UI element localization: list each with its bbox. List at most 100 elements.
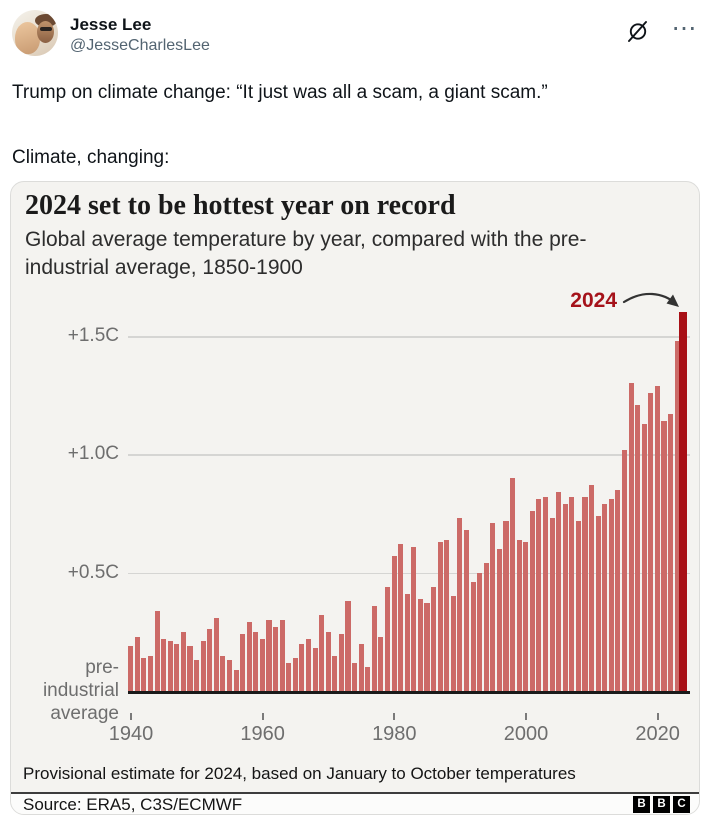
bar [174, 643, 180, 691]
chart-card[interactable]: 2024 set to be hottest year on record Gl… [10, 181, 700, 815]
x-axis-tick [656, 713, 659, 720]
bar [319, 615, 325, 691]
bar [437, 541, 443, 691]
bar [608, 499, 614, 691]
x-axis-label: 1940 [108, 723, 154, 745]
bar [595, 515, 601, 691]
bar [233, 669, 239, 691]
bar [621, 449, 628, 691]
x-axis-label: 2000 [503, 723, 549, 745]
plot-area [128, 182, 690, 691]
bar [167, 641, 173, 691]
bar [259, 638, 265, 691]
chart-title: 2024 set to be hottest year on record [25, 190, 456, 221]
avatar[interactable] [12, 10, 58, 56]
bar [305, 638, 312, 691]
bar [404, 594, 410, 691]
bar [496, 549, 502, 691]
x-axis-tick [261, 713, 264, 720]
bar [220, 655, 226, 691]
sunglasses [40, 27, 52, 31]
bar [338, 634, 344, 691]
bar [641, 423, 647, 691]
bar [661, 421, 667, 691]
bar [424, 603, 430, 691]
x-axis-tick [393, 713, 396, 720]
bar [470, 582, 476, 691]
author-handle[interactable]: @JesseCharlesLee [70, 37, 210, 54]
bar [352, 662, 358, 691]
bbc-logo-letter: B [633, 796, 650, 813]
bar [523, 541, 529, 691]
bar [463, 530, 470, 691]
bar [273, 627, 279, 691]
bar [575, 520, 581, 691]
baseline [128, 691, 690, 694]
bar [589, 485, 595, 691]
x-axis-label: 1960 [240, 723, 285, 745]
bar [477, 572, 483, 691]
bar [569, 497, 575, 691]
bar [128, 646, 134, 691]
avatar-face-2 [37, 21, 54, 43]
source-row: Source: ERA5, C3S/ECMWF B B C [11, 794, 699, 814]
bar [510, 478, 516, 691]
bar [253, 631, 259, 691]
tweet-text-line2: Climate, changing: [12, 147, 170, 168]
bar [398, 544, 404, 691]
bar [556, 492, 562, 691]
bar [332, 655, 338, 691]
bar [187, 646, 193, 691]
author-name[interactable]: Jesse Lee [70, 15, 152, 34]
bar [549, 518, 555, 691]
bar [240, 634, 246, 691]
bar [266, 620, 272, 691]
bar [371, 605, 377, 691]
bar [312, 648, 318, 691]
bar [635, 404, 641, 691]
y-axis-label: +1.5C [67, 325, 119, 347]
bar [529, 511, 535, 691]
x-axis-tick [130, 713, 132, 720]
bar [200, 641, 206, 691]
bar [246, 622, 252, 691]
bar [648, 392, 654, 691]
bar [411, 546, 417, 691]
bar [444, 539, 450, 691]
source-text: Source: ERA5, C3S/ECMWF [23, 795, 243, 814]
bar [194, 660, 200, 691]
gridline [128, 336, 690, 338]
bbc-logo-letter: C [673, 796, 690, 813]
bar [503, 520, 509, 691]
grok-icon[interactable] [626, 20, 650, 44]
bar [207, 629, 213, 691]
chart-footnote: Provisional estimate for 2024, based on … [23, 764, 576, 783]
source-divider [11, 792, 699, 795]
tweet-text-line1: Trump on climate change: “It just was al… [12, 82, 548, 103]
bar [490, 523, 496, 691]
y-axis-label: +1.0C [67, 443, 119, 465]
gridline [128, 572, 690, 575]
bar [615, 489, 621, 691]
more-options-icon[interactable]: ⋯ [671, 14, 697, 42]
bar [213, 617, 219, 691]
bar [536, 499, 542, 691]
bar-2024 [679, 312, 687, 691]
bar [457, 518, 463, 691]
bar [134, 636, 140, 691]
bar [628, 383, 634, 691]
bar [147, 655, 154, 691]
y-axis-label: +0.5C [67, 561, 119, 583]
chart-subtitle: Global average temperature by year, comp… [25, 228, 587, 279]
bar [292, 657, 298, 691]
x-axis-tick [524, 713, 527, 720]
bar [391, 556, 397, 691]
bbc-logo-letter: B [653, 796, 670, 813]
bar [365, 667, 371, 691]
bar [516, 539, 522, 691]
bar [450, 596, 456, 691]
bar [358, 643, 364, 691]
bar [141, 657, 147, 691]
avatar-face [15, 22, 40, 54]
bar [226, 660, 233, 691]
